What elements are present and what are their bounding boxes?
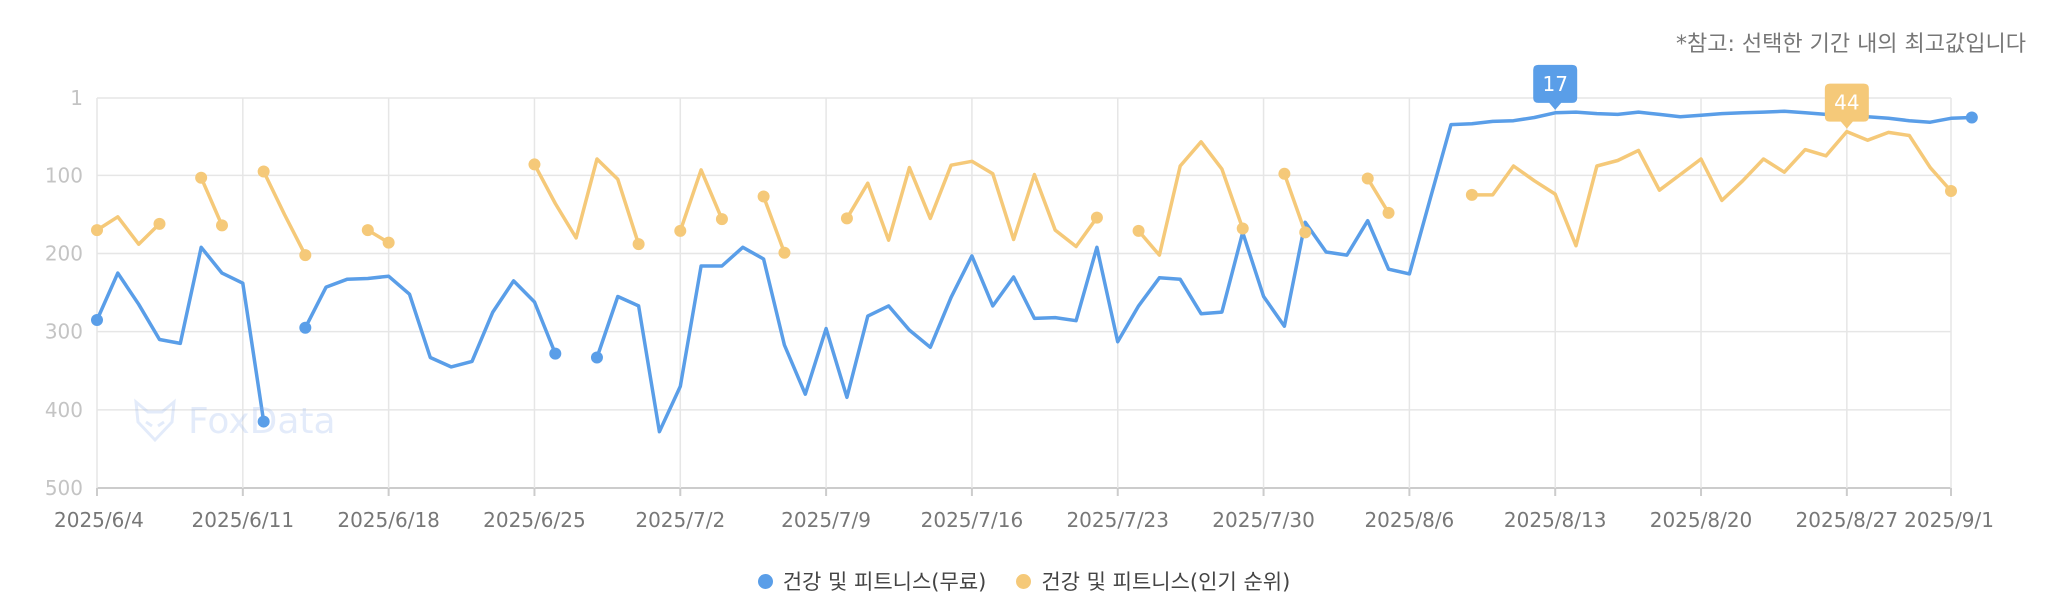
legend-dot-popular: [1016, 573, 1032, 589]
x-tick-label: 2025/7/30: [1212, 508, 1315, 532]
watermark: FoxData: [132, 398, 336, 444]
series-1-endpoint: [91, 224, 103, 237]
fox-logo-icon: [134, 398, 176, 443]
series-1-line: [1282, 172, 1307, 235]
series-0-endpoint: [299, 321, 312, 334]
y-tick-label: 500: [45, 476, 83, 500]
value-label-bubble: [1824, 83, 1869, 129]
x-axis-ticks: 2025/6/4 2025/6/11 2025/6/18 2025/6/25 2025/…: [54, 508, 1994, 532]
y-tick-label: 200: [45, 242, 83, 266]
series-1-endpoint: [1299, 226, 1312, 239]
series-1-line: [678, 168, 724, 233]
value-label-text: 44: [1834, 91, 1859, 115]
chart-note: *참고: 선택한 기간 내의 최고값입니다: [1676, 32, 2026, 57]
series-1-endpoint: [674, 224, 687, 237]
series-1-endpoint: [153, 217, 166, 230]
series-1-line: [1470, 129, 1953, 248]
series-1-endpoint: [299, 249, 312, 262]
y-tick-label: 1: [70, 86, 83, 110]
series-1-line: [199, 175, 224, 228]
series-1-endpoint: [1945, 185, 1957, 198]
series-1-line: [532, 157, 641, 246]
series-1-endpoint: [1132, 224, 1145, 237]
series-1-line: [845, 159, 1099, 249]
series-0-line: [595, 109, 1974, 434]
series-1-line: [95, 215, 162, 246]
value-label-bubble: [1533, 64, 1578, 110]
x-tick-label: 2025/6/11: [192, 508, 295, 532]
series-1-endpoint: [382, 236, 395, 249]
x-tick-label: 2025/6/4: [54, 508, 144, 532]
x-tick-label: 2025/7/9: [781, 508, 871, 532]
series-1-endpoint: [1382, 206, 1395, 219]
x-tick-label: 2025/7/2: [635, 508, 725, 532]
series-0-endpoint: [91, 313, 103, 326]
series-1-endpoint: [195, 171, 208, 184]
x-tick-label: 2025/8/20: [1650, 508, 1753, 532]
x-tick-label: 2025/7/16: [921, 508, 1024, 532]
series-1-endpoint: [1236, 222, 1249, 235]
series-0-endpoint: [1965, 111, 1978, 124]
series-1-endpoint: [1465, 188, 1478, 201]
series-1-endpoint: [1278, 167, 1291, 180]
series-1-line: [761, 194, 787, 255]
series-1-line: [1365, 176, 1391, 215]
series-1-endpoint: [840, 212, 853, 225]
x-tick-label: 2025/6/25: [483, 508, 586, 532]
x-tick-label: 2025/9/1: [1904, 508, 1994, 532]
x-tick-label: 2025/7/23: [1066, 508, 1169, 532]
legend-dot-free: [757, 573, 773, 589]
value-label-text: 17: [1542, 72, 1567, 96]
series-1-endpoint: [778, 246, 791, 259]
series-0-line: [303, 274, 558, 369]
series-1-endpoint: [1361, 172, 1374, 185]
y-tick-label: 100: [45, 163, 83, 187]
x-tick-label: 2025/6/18: [337, 508, 440, 532]
series-1-line: [261, 169, 308, 257]
legend-label-popular: 건강 및 피트니스(인기 순위): [1041, 570, 1291, 594]
y-tick-label: 300: [45, 320, 83, 344]
series-0-endpoint: [590, 351, 603, 364]
x-tick-label: 2025/8/27: [1796, 508, 1899, 532]
legend-item-free[interactable]: 건강 및 피트니스(무료): [757, 566, 987, 596]
x-tick-label: 2025/8/6: [1364, 508, 1454, 532]
series-1-endpoint: [632, 238, 645, 251]
legend-item-popular[interactable]: 건강 및 피트니스(인기 순위): [1016, 566, 1290, 596]
y-axis-ticks: 1 100 200 300 400 500: [45, 86, 83, 500]
series-1-endpoint: [757, 190, 770, 203]
series-1-endpoint: [1090, 211, 1103, 224]
series-1-endpoint: [361, 224, 374, 237]
series-0-endpoint: [549, 347, 562, 360]
watermark-text: FoxData: [188, 400, 336, 442]
x-tick-label: 2025/8/13: [1504, 508, 1607, 532]
series-1-endpoint: [715, 213, 728, 226]
series-1-line: [1136, 140, 1245, 257]
series-1-endpoint: [215, 219, 228, 232]
legend-label-free: 건강 및 피트니스(무료): [782, 570, 987, 594]
series-1-endpoint: [528, 158, 541, 171]
series-layer: [91, 109, 1978, 434]
y-tick-label: 400: [45, 398, 83, 422]
chart-legend: 건강 및 피트니스(무료) 건강 및 피트니스(인기 순위): [0, 566, 2048, 596]
series-0-line: [95, 245, 266, 424]
series-0-endpoint: [257, 415, 270, 428]
series-1-endpoint: [257, 165, 270, 178]
